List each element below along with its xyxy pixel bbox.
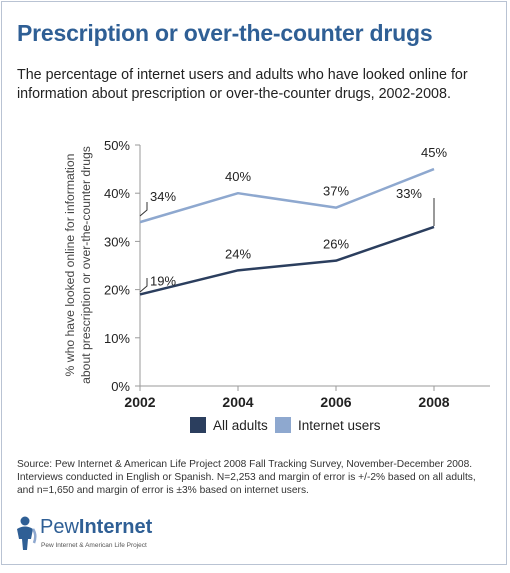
source-line: Source: Pew Internet & American Life Pro… xyxy=(17,459,473,470)
legend-swatch xyxy=(190,417,206,433)
data-label: 26% xyxy=(323,237,349,252)
y-tick-label: 0% xyxy=(111,379,130,394)
x-tick-label: 2002 xyxy=(124,394,155,410)
y-tick-label: 40% xyxy=(104,186,130,201)
data-label: 24% xyxy=(225,246,251,261)
y-tick-label: 10% xyxy=(104,331,130,346)
series-line-all-adults xyxy=(139,225,435,296)
data-label: 40% xyxy=(225,169,251,184)
data-label: 37% xyxy=(323,184,349,199)
data-label: 19% xyxy=(150,273,176,288)
x-tick-label: 2008 xyxy=(418,394,449,410)
source-note: Source: Pew Internet & American Life Pro… xyxy=(17,458,497,498)
legend-swatch xyxy=(275,417,291,433)
chart-frame xyxy=(1,1,507,565)
y-axis-title: about prescription or over-the-counter d… xyxy=(79,146,93,384)
y-tick-label: 30% xyxy=(104,234,130,249)
y-tick-label: 20% xyxy=(104,283,130,298)
logo-word-internet: Internet xyxy=(78,516,153,538)
series-line-internet-users xyxy=(139,167,435,224)
person-icon xyxy=(17,516,37,550)
chart-title: Prescription or over-the-counter drugs xyxy=(17,20,433,46)
logo-word-pew: Pew xyxy=(40,516,79,538)
label-leader xyxy=(139,278,148,293)
source-line: Interviews conducted in English or Spani… xyxy=(17,472,476,484)
y-tick-label: 50% xyxy=(104,138,130,153)
source-line: and n=1,650 and margin of error is ±3% b… xyxy=(17,485,309,497)
logo-tagline: Pew Internet & American Life Project xyxy=(41,542,147,549)
legend-label: Internet users xyxy=(298,418,381,433)
chart-subtitle: The percentage of internet users and adu… xyxy=(17,67,468,102)
logo-wordmark: PewInternet xyxy=(40,516,152,539)
y-axis-title: % who have looked online for information xyxy=(63,154,77,377)
data-label: 34% xyxy=(150,189,176,204)
x-tick-label: 2004 xyxy=(222,394,253,410)
label-leader xyxy=(139,202,148,217)
x-tick-label: 2006 xyxy=(320,394,351,410)
data-label: 33% xyxy=(396,186,422,201)
data-label: 45% xyxy=(421,145,447,160)
pew-internet-logo: PewInternet Pew Internet & American Life… xyxy=(14,515,152,555)
legend-label: All adults xyxy=(213,418,268,433)
